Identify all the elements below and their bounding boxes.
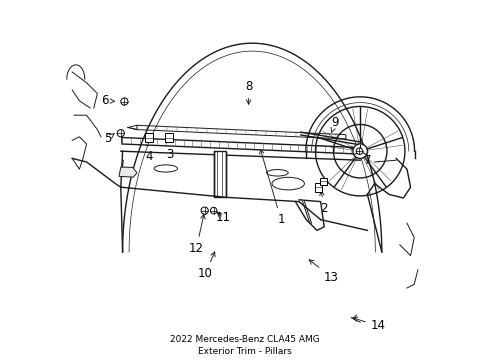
Bar (320, 178, 327, 185)
Bar (315, 183, 322, 192)
Polygon shape (137, 125, 346, 139)
Text: 9: 9 (331, 116, 339, 132)
Text: 6: 6 (101, 94, 115, 107)
Circle shape (121, 98, 128, 105)
Text: 10: 10 (198, 252, 215, 280)
Circle shape (353, 144, 368, 158)
Polygon shape (122, 138, 360, 154)
Text: 2022 Mercedes-Benz CLA45 AMG
Exterior Trim - Pillars: 2022 Mercedes-Benz CLA45 AMG Exterior Tr… (170, 335, 320, 356)
Text: 13: 13 (309, 260, 339, 284)
Bar (165, 133, 172, 142)
Circle shape (117, 130, 124, 137)
Bar (145, 133, 153, 142)
Text: 14: 14 (353, 317, 386, 332)
Text: 1: 1 (260, 149, 285, 226)
Text: 11: 11 (216, 211, 231, 224)
Text: 7: 7 (361, 151, 371, 167)
Text: 8: 8 (245, 80, 252, 104)
Text: 2: 2 (320, 191, 328, 215)
Text: 12: 12 (189, 214, 205, 255)
Text: 3: 3 (166, 141, 173, 161)
Circle shape (201, 207, 208, 214)
Circle shape (356, 148, 363, 154)
Text: 4: 4 (146, 141, 153, 163)
Bar (215, 151, 226, 197)
Polygon shape (119, 167, 137, 177)
Circle shape (210, 207, 217, 214)
Text: 5: 5 (104, 132, 114, 145)
